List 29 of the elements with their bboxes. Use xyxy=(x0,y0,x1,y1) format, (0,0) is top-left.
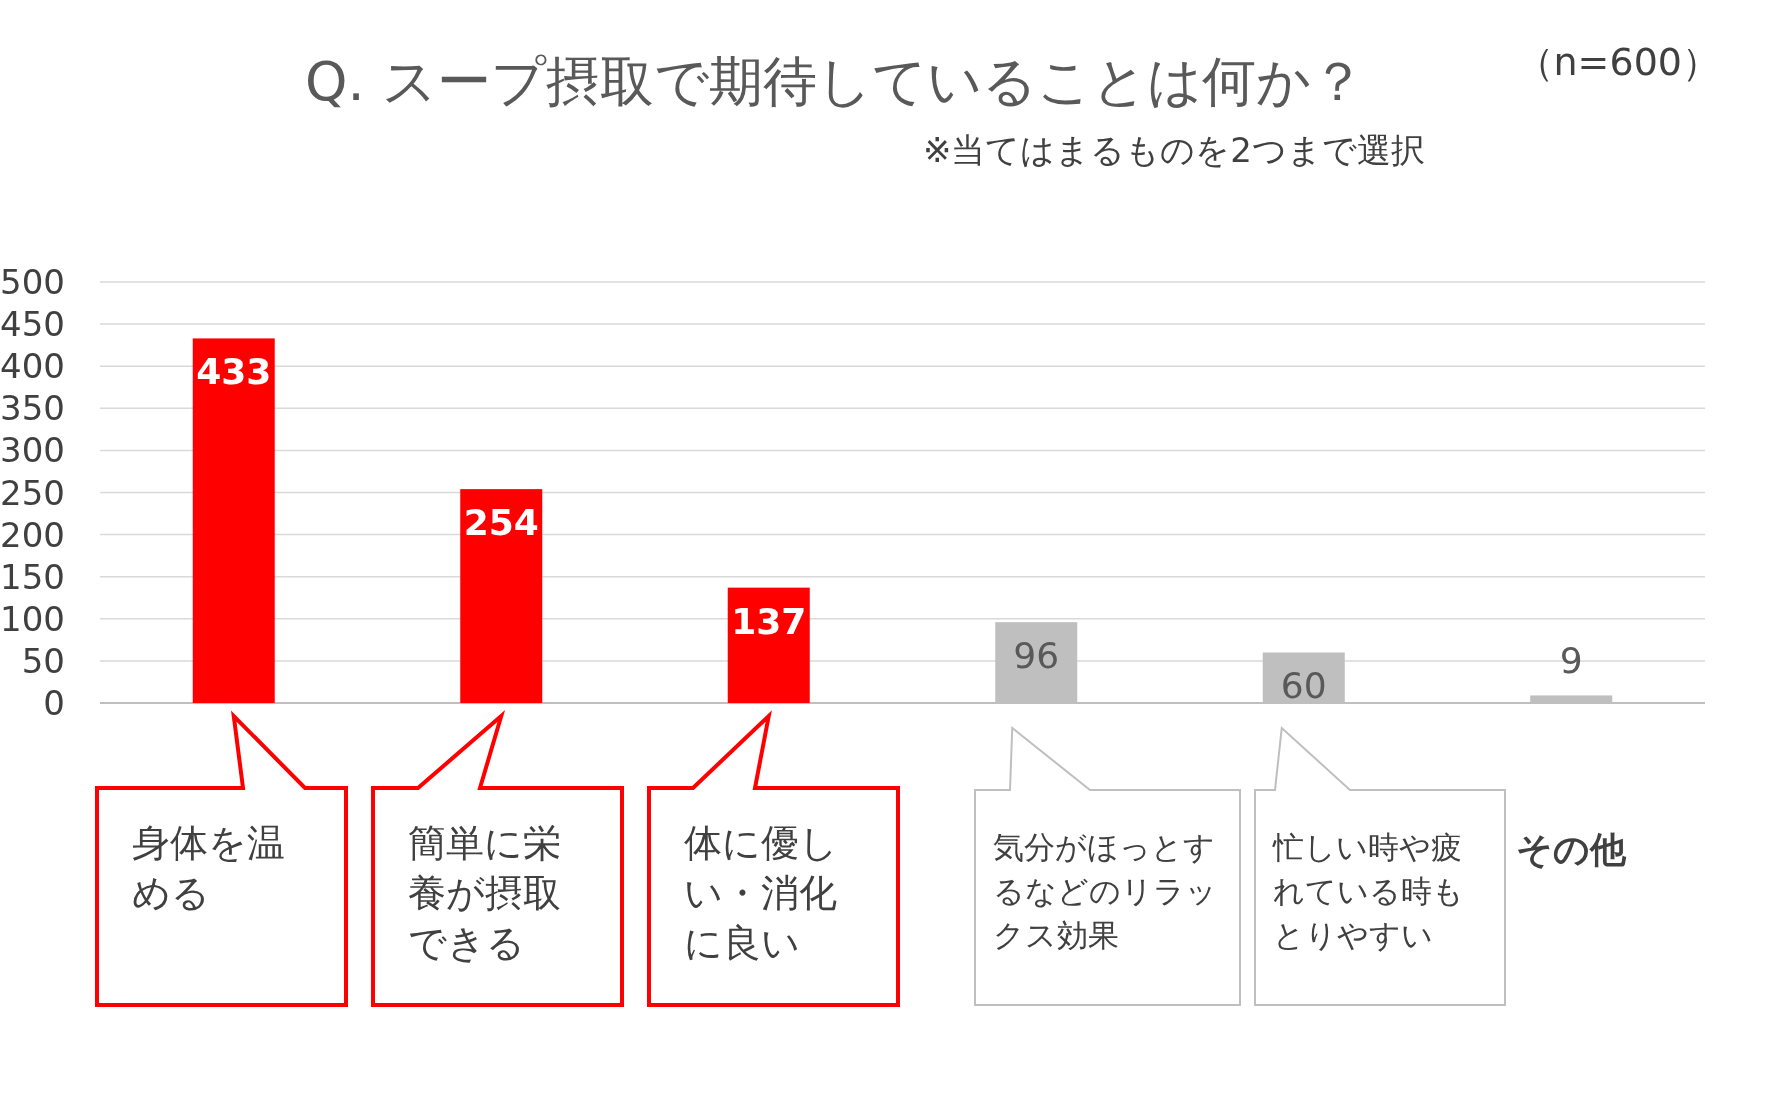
chart-title: Q. スープ摂取で期待していることは何か？ xyxy=(305,50,1365,113)
data-label: 9 xyxy=(1559,640,1583,682)
data-label: 96 xyxy=(1013,635,1060,677)
y-tick-label: 450 xyxy=(0,304,65,345)
y-tick-label: 200 xyxy=(0,514,65,555)
x-tick-label: 体に優しい・消化に良い xyxy=(684,820,839,967)
bar xyxy=(460,489,543,703)
text: （n=600） xyxy=(1515,40,1720,84)
chart-subtitle: ※当てはまるものを2つまで選択 xyxy=(922,130,1425,170)
x-tick-label: 身体を温める xyxy=(132,820,286,917)
y-tick-label: 300 xyxy=(0,430,65,471)
y-tick-label: 50 xyxy=(21,640,65,681)
y-tick-label: 400 xyxy=(0,346,65,387)
data-label: 254 xyxy=(463,502,539,544)
y-tick-label: 0 xyxy=(43,683,65,723)
data-label: 60 xyxy=(1280,665,1327,707)
y-tick-label: 100 xyxy=(0,598,65,639)
x-tick-label: 簡単に栄養が摂取できる xyxy=(408,820,562,967)
x-tick-label: 忙しい時や疲れている時もとりやすい xyxy=(1273,828,1465,955)
bar xyxy=(192,338,275,703)
y-tick-label: 150 xyxy=(0,556,65,597)
y-tick-label: 500 xyxy=(0,262,65,302)
bar xyxy=(727,587,810,703)
y-tick-label: 350 xyxy=(0,388,65,429)
y-tick-label: 250 xyxy=(0,472,65,513)
data-label: 433 xyxy=(196,351,272,393)
data-label: 137 xyxy=(731,600,807,642)
x-tick-label: その他 xyxy=(1516,829,1628,870)
x-tick-label: 気分がほっとするなどのリラックス効果 xyxy=(993,828,1218,955)
